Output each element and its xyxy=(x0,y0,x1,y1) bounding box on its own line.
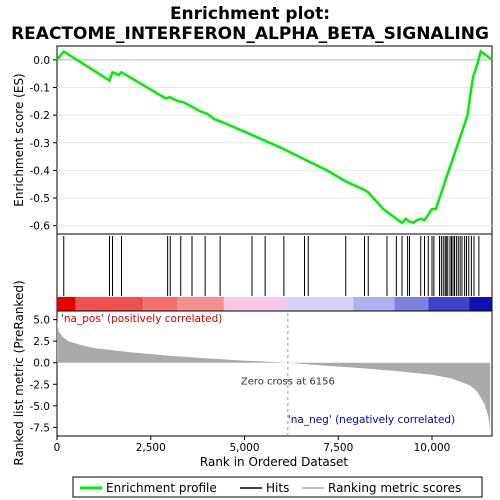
legend: Enrichment profile Hits Ranking metric s… xyxy=(72,476,483,498)
x-tick-label: 10,000 xyxy=(414,442,451,454)
legend-hits-label: Hits xyxy=(266,481,289,495)
enrichment-profile-line xyxy=(56,49,493,225)
es-panel: 0.0 -0.1 -0.2 -0.3 -0.4 -0.5 -0.6 Enrichment s… xyxy=(12,45,493,235)
colorbar-segment xyxy=(469,297,492,311)
legend-enrichment-label: Enrichment profile xyxy=(106,481,217,495)
x-tick-label: 2,500 xyxy=(136,442,166,454)
metric-ylabel: Ranked list metric (PreRanked) xyxy=(12,280,26,465)
metric-ytick-label: 5.0 xyxy=(33,315,50,327)
metric-panel-frame xyxy=(56,310,493,437)
metric-ytick-label: -2.5 xyxy=(30,379,51,391)
chart-title-line2: REACTOME_INTERFERON_ALPHA_BETA_SIGNALING xyxy=(11,24,489,44)
es-ylabel: Enrichment score (ES) xyxy=(12,73,26,206)
metric-ytick-label: -7.5 xyxy=(30,422,51,434)
es-ytick-label: -0.6 xyxy=(30,221,51,233)
es-ytick-label: -0.5 xyxy=(30,193,51,205)
metric-panel: 5.0 2.5 0.0 -2.5 -5.0 -7.5 Zero cross at 6156… xyxy=(12,280,493,466)
colorbar-segment xyxy=(223,297,286,311)
x-axis-label: Rank in Ordered Dataset xyxy=(200,455,348,469)
hits-panel xyxy=(56,233,493,312)
es-panel-frame xyxy=(56,45,493,235)
colorbar-segment xyxy=(57,297,76,311)
legend-metric-label: Ranking metric scores xyxy=(328,481,461,495)
x-tick-label: 7,500 xyxy=(323,442,353,454)
es-ytick-label: 0.0 xyxy=(33,55,50,67)
colorbar-segment xyxy=(75,297,144,311)
metric-ytick-label: 2.5 xyxy=(33,336,50,348)
positive-correlation-label: 'na_pos' (positively correlated) xyxy=(61,313,222,325)
es-ytick-label: -0.1 xyxy=(30,82,51,94)
colorbar-segment xyxy=(394,297,429,311)
legend-box xyxy=(72,476,483,498)
negative-correlation-label: 'na_neg' (negatively correlated) xyxy=(288,414,455,426)
es-ytick-label: -0.3 xyxy=(30,138,51,150)
chart-title-line1: Enrichment plot: xyxy=(170,4,330,24)
metric-ytick-label: -5.0 xyxy=(30,401,51,413)
colorbar-segment xyxy=(285,297,354,311)
x-tick-label: 0 xyxy=(54,442,61,454)
colorbar-segment xyxy=(353,297,395,311)
es-ytick-label: -0.4 xyxy=(30,165,51,177)
es-ytick-label: -0.2 xyxy=(30,110,51,122)
zero-cross-label: Zero cross at 6156 xyxy=(241,376,335,387)
colorbar-segment xyxy=(428,297,470,311)
x-tick-label: 5,000 xyxy=(229,442,259,454)
colorbar-segment xyxy=(143,297,177,311)
colorbar-segment xyxy=(177,297,224,311)
metric-ytick-label: 0.0 xyxy=(33,358,50,370)
